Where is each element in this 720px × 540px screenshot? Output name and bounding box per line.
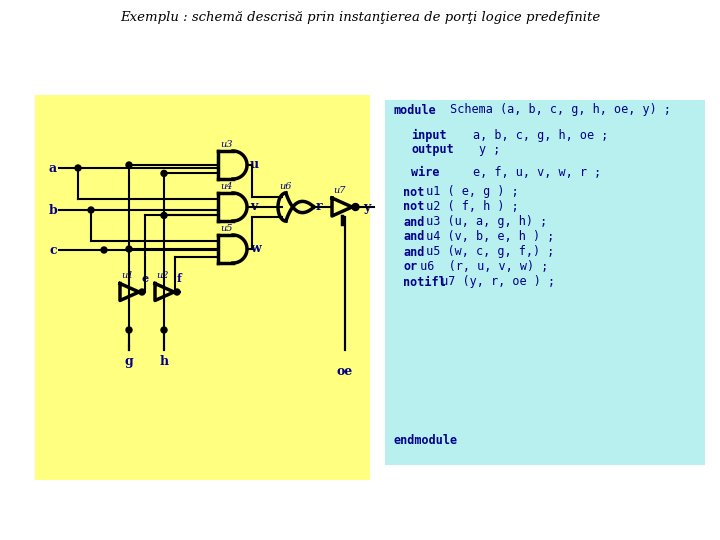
Circle shape <box>161 212 167 218</box>
Circle shape <box>352 204 359 211</box>
Text: endmodule: endmodule <box>393 434 457 447</box>
Circle shape <box>126 162 132 168</box>
Text: u1: u1 <box>121 271 133 280</box>
Text: u7: u7 <box>333 186 346 195</box>
Text: a: a <box>49 161 57 174</box>
Text: w: w <box>250 242 261 255</box>
Text: and: and <box>403 231 424 244</box>
Text: g: g <box>125 355 133 368</box>
Circle shape <box>126 246 132 252</box>
Text: u4: u4 <box>220 182 233 191</box>
Text: u5 (w, c, g, f,) ;: u5 (w, c, g, f,) ; <box>418 246 554 259</box>
Text: u6  (r, u, v, w) ;: u6 (r, u, v, w) ; <box>413 260 549 273</box>
Text: h: h <box>159 355 168 368</box>
Text: u: u <box>250 159 259 172</box>
Text: y ;: y ; <box>479 144 500 157</box>
Circle shape <box>101 247 107 253</box>
Circle shape <box>126 327 132 333</box>
Circle shape <box>161 327 167 333</box>
Text: output: output <box>411 144 454 157</box>
Text: u5: u5 <box>220 224 233 233</box>
Text: not: not <box>403 186 424 199</box>
FancyBboxPatch shape <box>35 95 370 480</box>
Text: Exemplu : schemă descrisă prin instanţierea de porţi logice predefinite: Exemplu : schemă descrisă prin instanţie… <box>120 11 600 24</box>
Text: e: e <box>142 273 149 284</box>
Text: c: c <box>50 244 57 256</box>
Text: a, b, c, g, h, oe ;: a, b, c, g, h, oe ; <box>473 129 608 141</box>
Text: u3 (u, a, g, h) ;: u3 (u, a, g, h) ; <box>418 215 547 228</box>
Text: u3: u3 <box>220 140 233 149</box>
Text: u1 ( e, g ) ;: u1 ( e, g ) ; <box>418 186 518 199</box>
Circle shape <box>139 289 145 295</box>
Text: wire: wire <box>411 165 439 179</box>
Circle shape <box>75 165 81 171</box>
Text: and: and <box>403 215 424 228</box>
Text: e, f, u, v, w, r ;: e, f, u, v, w, r ; <box>473 165 601 179</box>
Circle shape <box>88 207 94 213</box>
Text: u4 (v, b, e, h ) ;: u4 (v, b, e, h ) ; <box>418 231 554 244</box>
Text: u2: u2 <box>156 271 168 280</box>
Text: oe: oe <box>337 365 353 378</box>
Text: b: b <box>48 204 57 217</box>
FancyBboxPatch shape <box>385 100 705 465</box>
Text: f: f <box>177 273 181 284</box>
Text: not: not <box>403 200 424 213</box>
Text: u7 (y, r, oe ) ;: u7 (y, r, oe ) ; <box>434 275 555 288</box>
Text: Schema (a, b, c, g, h, oe, y) ;: Schema (a, b, c, g, h, oe, y) ; <box>443 104 671 117</box>
Circle shape <box>174 289 180 295</box>
Text: input: input <box>411 129 446 141</box>
Circle shape <box>161 171 167 177</box>
Text: notifl: notifl <box>403 275 446 288</box>
Text: and: and <box>403 246 424 259</box>
Text: u2 ( f, h ) ;: u2 ( f, h ) ; <box>418 200 518 213</box>
Text: y: y <box>363 200 370 213</box>
Text: or: or <box>403 260 418 273</box>
Text: u6: u6 <box>279 182 292 191</box>
Text: v: v <box>250 200 257 213</box>
Text: r: r <box>316 200 323 213</box>
Text: module: module <box>393 104 436 117</box>
